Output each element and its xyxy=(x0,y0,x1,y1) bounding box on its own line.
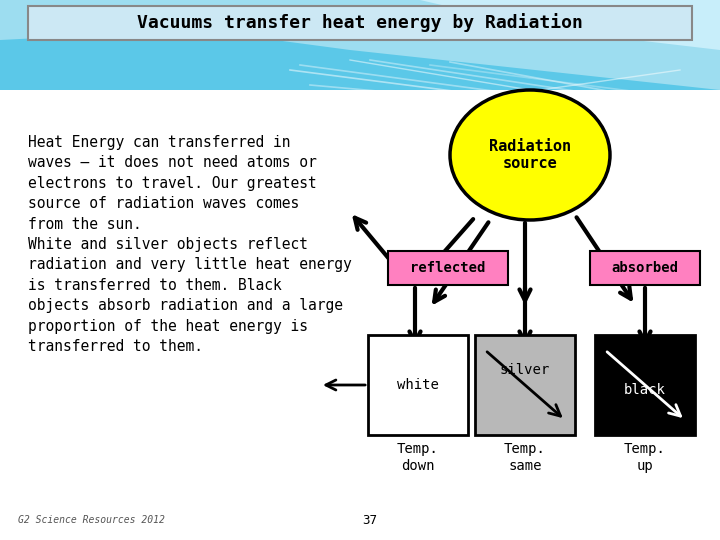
FancyBboxPatch shape xyxy=(590,251,700,285)
Text: silver: silver xyxy=(500,363,550,377)
FancyBboxPatch shape xyxy=(28,6,692,40)
Text: Temp.
up: Temp. up xyxy=(624,442,666,473)
Text: absorbed: absorbed xyxy=(611,261,678,275)
Polygon shape xyxy=(0,0,720,90)
Text: white: white xyxy=(397,378,439,392)
Text: Temp.
down: Temp. down xyxy=(397,442,439,473)
FancyBboxPatch shape xyxy=(368,335,468,435)
Text: reflected: reflected xyxy=(410,261,486,275)
Ellipse shape xyxy=(450,90,610,220)
FancyBboxPatch shape xyxy=(595,335,695,435)
Text: Radiation
source: Radiation source xyxy=(489,139,571,171)
Polygon shape xyxy=(420,0,720,50)
Text: Temp.
same: Temp. same xyxy=(504,442,546,473)
Text: black: black xyxy=(624,383,666,397)
Text: Vacuums transfer heat energy by Radiation: Vacuums transfer heat energy by Radiatio… xyxy=(137,14,583,32)
Text: 37: 37 xyxy=(362,514,377,526)
FancyBboxPatch shape xyxy=(388,251,508,285)
Bar xyxy=(0,90,720,540)
FancyBboxPatch shape xyxy=(475,335,575,435)
Polygon shape xyxy=(0,0,720,100)
Text: Heat Energy can transferred in
waves – it does not need atoms or
electrons to tr: Heat Energy can transferred in waves – i… xyxy=(28,135,352,354)
Text: G2 Science Resources 2012: G2 Science Resources 2012 xyxy=(18,515,165,525)
